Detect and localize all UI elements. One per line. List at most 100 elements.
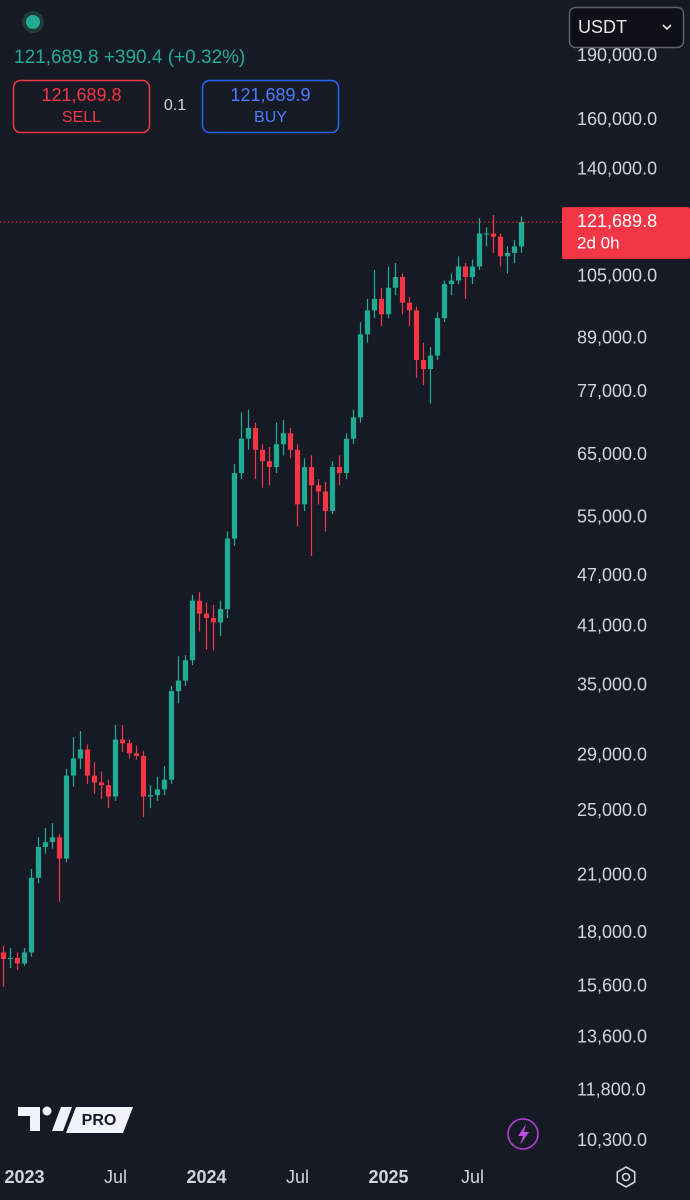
buy-price: 121,689.9 (230, 85, 310, 105)
candle-body (238, 438, 245, 474)
candle-body (56, 837, 63, 859)
candle-body (455, 266, 462, 281)
x-tick-label: 2023 (4, 1167, 44, 1187)
candle-body (287, 433, 294, 450)
flash-icon (518, 1124, 529, 1145)
x-tick-label: Jul (104, 1167, 127, 1187)
y-tick-label: 160,000.0 (577, 109, 657, 129)
status-dot (26, 15, 40, 29)
candle-body (399, 276, 406, 303)
y-tick-label: 25,000.0 (577, 800, 647, 820)
candle-body (21, 952, 28, 964)
logo-v (52, 1107, 72, 1131)
candle-body (42, 842, 49, 847)
sell-label: SELL (62, 109, 101, 126)
y-tick-label: 190,000.0 (577, 45, 657, 65)
candle-body (0, 952, 7, 960)
candle-body (469, 266, 476, 277)
candle-body (448, 280, 455, 285)
logo-dot (42, 1106, 52, 1116)
candle-body (357, 334, 364, 418)
candle-body (133, 753, 140, 756)
currency-selector[interactable] (568, 6, 685, 49)
candle-body (336, 467, 343, 474)
candle-body (329, 467, 336, 511)
candle-body (294, 449, 301, 505)
candle-body (189, 600, 196, 661)
y-tick-label: 29,000.0 (577, 745, 647, 765)
candle-body (49, 837, 56, 843)
candle-body (161, 779, 168, 790)
y-tick-label: 11,800.0 (577, 1079, 646, 1099)
candle-body (154, 789, 161, 796)
logo-t (18, 1107, 40, 1131)
dropdown-chevron (662, 24, 672, 31)
candle-body (84, 749, 91, 776)
candle-body (301, 467, 308, 505)
y-tick-label: 140,000.0 (577, 159, 657, 179)
candle-body (224, 538, 231, 610)
y-tick-label: 105,000.0 (577, 266, 657, 286)
candle-body (182, 660, 189, 681)
y-tick-label: 21,000.0 (577, 865, 647, 885)
pro-text: PRO (82, 1112, 117, 1129)
candle-body (14, 957, 21, 964)
y-tick-label: 89,000.0 (577, 327, 647, 347)
candle-body (427, 355, 434, 369)
y-tick-label: 13,600.0 (577, 1026, 647, 1046)
bar-countdown: 2d 0h (577, 234, 620, 253)
candle-body (105, 785, 112, 797)
y-tick-label: 10,300.0 (577, 1130, 647, 1150)
y-tick-label: 65,000.0 (577, 444, 647, 464)
candle-body (315, 485, 322, 492)
candle-body (441, 284, 448, 319)
buy-label: BUY (254, 109, 287, 126)
candle-body (420, 360, 427, 369)
candle-body (371, 298, 378, 311)
flash-button[interactable] (507, 1118, 539, 1150)
candle-body (385, 287, 392, 315)
candle-body (350, 417, 357, 439)
candle-body (119, 739, 126, 744)
candle-body (266, 461, 273, 468)
candle-body (252, 427, 259, 450)
sell-button[interactable] (12, 79, 151, 134)
y-tick-label: 35,000.0 (577, 675, 647, 695)
candle-body (322, 491, 329, 511)
candle-body (70, 758, 77, 776)
candle-body (476, 233, 483, 267)
candle-body (168, 691, 175, 780)
candle-body (175, 680, 182, 692)
candle-body (273, 444, 280, 468)
candle-body (392, 276, 399, 288)
candle-body (91, 775, 98, 783)
candle-body (140, 755, 147, 797)
y-tick-label: 47,000.0 (577, 565, 647, 585)
candle-body (483, 233, 490, 235)
candle-body (77, 749, 84, 759)
last-price-label: 121,689.8 (577, 211, 657, 231)
candle-body (511, 246, 518, 253)
sell-price: 121,689.8 (41, 85, 121, 105)
candle-body (196, 600, 203, 614)
candle-body (210, 617, 217, 623)
candle-body (434, 318, 441, 356)
settings-button[interactable] (616, 1166, 636, 1188)
pro-badge (66, 1107, 133, 1133)
candle-body (217, 609, 224, 623)
currency-label: USDT (578, 17, 627, 37)
candle-body (7, 957, 14, 960)
y-tick-label: 55,000.0 (577, 506, 647, 526)
candle-body (490, 233, 497, 237)
price-axis: 190,000.0 160,000.0 140,000.0 105,000.0 89,0… (4, 45, 690, 1187)
candle-body (35, 846, 42, 878)
candle-body (280, 433, 287, 445)
buy-button[interactable] (201, 79, 340, 134)
y-tick-label: 15,600.0 (577, 975, 647, 995)
candle-body (203, 613, 210, 618)
x-tick-label: 2024 (186, 1167, 226, 1187)
y-tick-label: 18,000.0 (577, 922, 647, 942)
